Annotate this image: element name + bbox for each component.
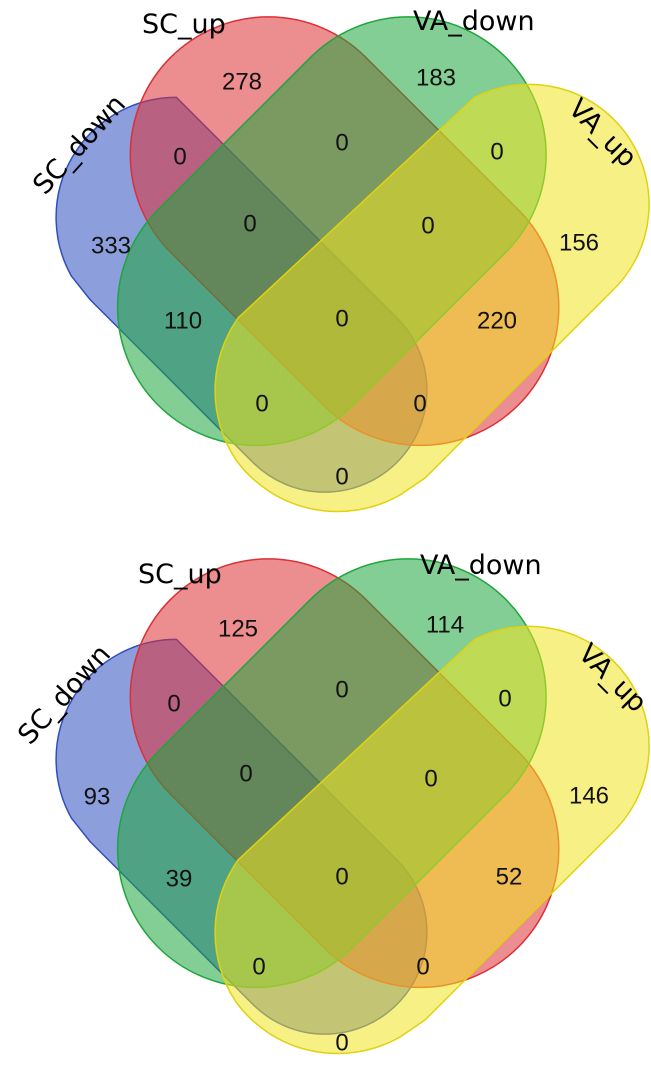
region-count: 278 <box>222 68 262 95</box>
region-count: 0 <box>335 1029 348 1056</box>
va-up-set-1 <box>214 83 650 513</box>
venn-2-counts: 125 114 93 146 0 0 0 0 0 39 52 0 0 0 0 <box>84 611 609 1056</box>
region-count: 333 <box>91 232 131 259</box>
region-count: 146 <box>569 782 609 809</box>
region-count: 39 <box>166 865 193 892</box>
region-count: 93 <box>84 783 111 810</box>
region-count: 0 <box>252 953 265 980</box>
region-count: 0 <box>239 760 252 787</box>
region-count: 0 <box>335 676 348 703</box>
region-count: 156 <box>559 229 599 256</box>
region-count: 0 <box>255 390 268 417</box>
region-count: 0 <box>413 390 426 417</box>
region-count: 114 <box>426 611 464 638</box>
region-count: 0 <box>335 863 348 890</box>
venn-1-sets <box>55 16 650 513</box>
region-count: 110 <box>164 307 202 334</box>
region-count: 0 <box>416 953 429 980</box>
set-label-va-down: VA_down <box>420 550 542 581</box>
region-count: 0 <box>243 210 256 237</box>
region-count: 0 <box>173 143 186 170</box>
venn-2-sets <box>55 558 650 1055</box>
region-count: 0 <box>490 138 503 165</box>
region-count: 0 <box>335 305 348 332</box>
region-count: 0 <box>498 685 511 712</box>
region-count: 125 <box>218 615 258 642</box>
venn-1-counts: 278 183 333 156 0 0 0 0 0 110 220 0 0 0 … <box>91 64 599 490</box>
set-label-va-down: VA_down <box>413 6 535 37</box>
va-up-set-2 <box>214 625 650 1055</box>
region-count: 0 <box>421 212 434 239</box>
set-label-sc-up: SC_up <box>142 9 226 40</box>
region-count: 0 <box>424 765 437 792</box>
region-count: 183 <box>416 64 456 91</box>
region-count: 220 <box>477 307 517 334</box>
region-count: 0 <box>335 129 348 156</box>
region-count: 0 <box>335 463 348 490</box>
region-count: 0 <box>167 690 180 717</box>
set-label-sc-up: SC_up <box>138 559 222 590</box>
region-count: 52 <box>496 863 523 890</box>
